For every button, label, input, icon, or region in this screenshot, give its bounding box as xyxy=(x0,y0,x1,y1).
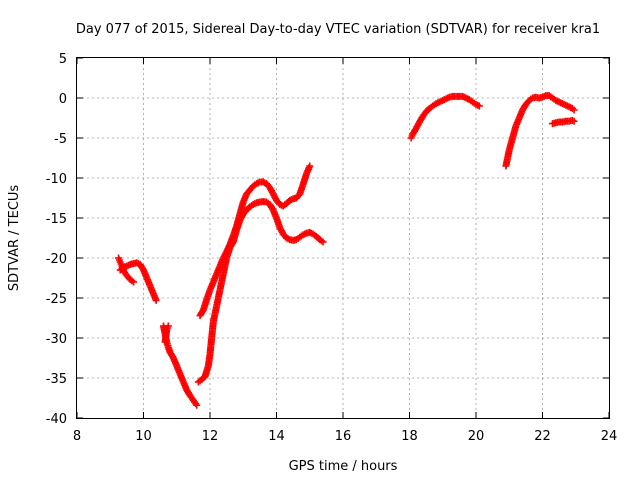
data-point xyxy=(306,162,314,170)
x-tick-label: 24 xyxy=(601,429,618,444)
y-tick-label: -20 xyxy=(46,252,67,267)
y-tick-label: -40 xyxy=(46,412,67,427)
y-tick-label: -10 xyxy=(46,172,67,187)
x-tick-label: 20 xyxy=(468,429,485,444)
data-point xyxy=(164,322,172,330)
data-point xyxy=(475,102,483,110)
x-tick-label: 8 xyxy=(73,429,81,444)
x-tick-label: 14 xyxy=(268,429,285,444)
y-tick-label: -5 xyxy=(54,132,67,147)
y-tick-label: -30 xyxy=(46,332,67,347)
data-point xyxy=(130,278,138,286)
y-tick-label: -25 xyxy=(46,292,67,307)
y-tick-label: -15 xyxy=(46,212,67,227)
plot-frame xyxy=(76,57,610,419)
data-point xyxy=(193,401,201,409)
y-tick-label: 0 xyxy=(59,92,67,107)
x-tick-label: 18 xyxy=(401,429,418,444)
x-tick-label: 16 xyxy=(335,429,352,444)
axis-ticks: 8 10 12 14 16 18 20 22 24 5 0 -5 -10 -15 -20 -25 -30 -35 -… xyxy=(46,52,618,444)
x-tick-label: 22 xyxy=(534,429,551,444)
x-tick-label: 12 xyxy=(202,429,219,444)
grid xyxy=(77,58,609,418)
data-marks xyxy=(115,92,578,409)
data-point xyxy=(570,117,578,125)
x-tick-label: 10 xyxy=(135,429,152,444)
y-tick-label: 5 xyxy=(59,52,67,67)
y-tick-label: -35 xyxy=(46,372,67,387)
data-point xyxy=(319,238,327,246)
data-point xyxy=(152,296,160,304)
x-axis-label: GPS time / hours xyxy=(289,459,398,474)
data-point xyxy=(570,106,578,114)
y-axis-label: SDTVAR / TECUs xyxy=(7,185,22,292)
chart-title: Day 077 of 2015, Sidereal Day-to-day VTE… xyxy=(76,22,600,37)
